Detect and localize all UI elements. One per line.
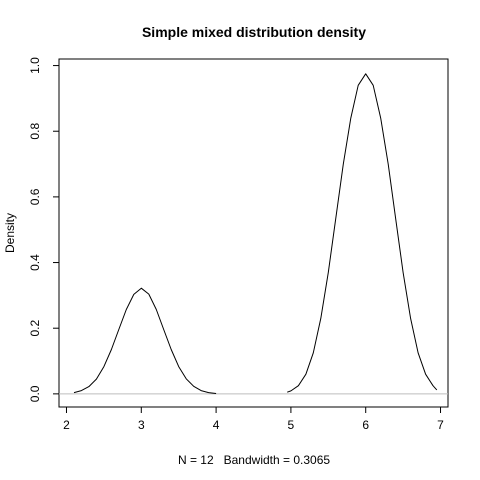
x-tick-label: 2: [63, 418, 70, 432]
y-axis-label: Density: [3, 213, 17, 253]
density-curves: [73, 73, 438, 394]
plot-frame: [58, 58, 449, 408]
y-axis: 0.0 0.2 0.4 0.6 0.8 1.0: [28, 57, 60, 402]
chart-title: Simple mixed distribution density: [142, 24, 366, 40]
x-axis: 2 3 4 5 6 7: [63, 406, 444, 432]
x-tick-label: 7: [437, 418, 444, 432]
y-tick-label: 0.6: [28, 188, 42, 205]
y-tick-label: 0.2: [28, 320, 42, 337]
x-tick-label: 4: [213, 418, 220, 432]
density-curve-2: [287, 73, 438, 393]
x-axis-label: N = 12 Bandwidth = 0.3065: [178, 453, 330, 467]
density-curve-1: [73, 287, 217, 394]
y-tick-label: 0.0: [28, 385, 42, 402]
y-tick-label: 0.4: [28, 254, 42, 271]
y-tick-label: 1.0: [28, 57, 42, 74]
x-tick-label: 5: [288, 418, 295, 432]
x-tick-label: 6: [362, 418, 369, 432]
y-tick-label: 0.8: [28, 123, 42, 140]
x-tick-label: 3: [138, 418, 145, 432]
